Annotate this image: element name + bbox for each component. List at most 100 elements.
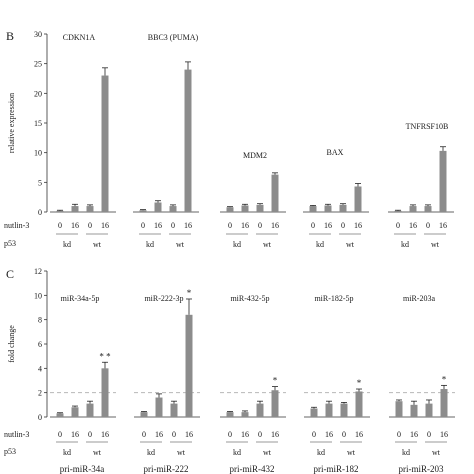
bar-x-label: 16 xyxy=(409,221,417,230)
bar xyxy=(169,206,177,212)
bar-x-label: 0 xyxy=(228,430,232,439)
bar-x-label: 0 xyxy=(427,430,431,439)
group-title: TNFRSF10B xyxy=(406,122,449,131)
significance-marker: * * xyxy=(99,351,111,361)
row-label-treatment: nutlin-3 xyxy=(4,430,29,439)
bar-x-label: 0 xyxy=(311,221,315,230)
group-title: BAX xyxy=(327,148,344,157)
bar-x-label: 16 xyxy=(324,221,332,230)
genotype-label: wt xyxy=(431,240,440,249)
panel-label: C xyxy=(6,267,14,281)
bar xyxy=(339,204,347,212)
bar-x-label: 16 xyxy=(241,221,249,230)
genotype-label: kd xyxy=(63,240,71,249)
bar xyxy=(409,206,417,212)
bar xyxy=(354,186,362,212)
bar xyxy=(440,389,448,417)
footer-label: pri-miR-34a xyxy=(60,464,105,474)
panel-c: C 0 2 4 6 8 10 12 fold change nutlin-3 p53 miR-34a-… xyxy=(4,267,455,474)
bar-x-label: 0 xyxy=(228,221,232,230)
genotype-label: kd xyxy=(317,448,325,457)
bar xyxy=(155,397,163,417)
bar-x-label: 16 xyxy=(155,430,163,439)
row-label-genotype: p53 xyxy=(4,447,16,456)
genotype-label: wt xyxy=(177,448,186,457)
bar-x-label: 16 xyxy=(271,221,279,230)
significance-marker: * xyxy=(187,288,192,298)
genotype-label: wt xyxy=(346,240,355,249)
bar-x-label: 16 xyxy=(325,430,333,439)
bar xyxy=(101,75,109,213)
panel-label: B xyxy=(6,29,14,43)
group-title: miR-203a xyxy=(403,294,435,303)
bar xyxy=(355,391,363,417)
y-tick-label: 0 xyxy=(38,413,42,422)
group-title: BBC3 (PUMA) xyxy=(148,33,199,42)
bar-x-label: 0 xyxy=(58,430,62,439)
bar xyxy=(71,407,79,417)
bar xyxy=(309,206,317,212)
bar xyxy=(86,206,94,212)
bar-x-label: 16 xyxy=(185,430,193,439)
footer-label: pri-miR-182 xyxy=(314,464,359,474)
bar xyxy=(394,210,402,212)
bar-x-label: 16 xyxy=(101,221,109,230)
y-tick-label: 15 xyxy=(34,119,42,128)
y-tick-label: 5 xyxy=(38,178,42,187)
bar-x-label: 0 xyxy=(312,430,316,439)
y-tick-label: 12 xyxy=(34,267,42,276)
bar xyxy=(395,401,403,417)
bar xyxy=(241,412,249,417)
bar xyxy=(226,207,234,212)
bar xyxy=(256,403,264,417)
bar-x-label: 16 xyxy=(71,430,79,439)
y-tick-label: 10 xyxy=(34,149,42,158)
bar-x-label: 0 xyxy=(58,221,62,230)
genotype-label: wt xyxy=(432,448,441,457)
bar xyxy=(324,205,332,212)
y-tick-label: 0 xyxy=(38,208,42,217)
bar-x-label: 0 xyxy=(88,430,92,439)
bar xyxy=(140,412,148,417)
genotype-label: wt xyxy=(263,240,272,249)
genotype-label: wt xyxy=(263,448,272,457)
bar-x-label: 0 xyxy=(342,430,346,439)
y-tick-label: 30 xyxy=(34,30,42,39)
bar xyxy=(410,404,418,417)
bar xyxy=(139,210,147,212)
genotype-label: kd xyxy=(401,240,409,249)
group-title: miR-34a-5p xyxy=(61,294,100,303)
bar-x-label: 0 xyxy=(88,221,92,230)
bar xyxy=(271,174,279,212)
panel-b: B 0 5 10 15 20 25 30 relative expression nutlin-3… xyxy=(4,29,454,249)
y-tick-label: 10 xyxy=(34,291,42,300)
bar-x-label: 0 xyxy=(396,221,400,230)
bar-x-label: 0 xyxy=(171,221,175,230)
group-title: CDKN1A xyxy=(63,33,96,42)
genotype-label: kd xyxy=(402,448,410,457)
bar-x-label: 0 xyxy=(142,430,146,439)
footer-label: pri-miR-222 xyxy=(144,464,189,474)
footer-label: pri-miR-432 xyxy=(230,464,275,474)
bar-x-label: 0 xyxy=(426,221,430,230)
bar xyxy=(325,403,333,417)
y-axis-title: fold change xyxy=(7,325,16,363)
bar xyxy=(310,408,318,417)
significance-marker: * xyxy=(357,378,362,388)
bar-x-label: 0 xyxy=(258,430,262,439)
genotype-label: wt xyxy=(93,448,102,457)
genotype-label: kd xyxy=(146,240,154,249)
bar xyxy=(340,403,348,417)
bar-x-label: 0 xyxy=(172,430,176,439)
row-label-genotype: p53 xyxy=(4,239,16,248)
footer-label: pri-miR-203 xyxy=(399,464,444,474)
genotype-label: wt xyxy=(347,448,356,457)
bar xyxy=(256,204,264,212)
row-label-treatment: nutlin-3 xyxy=(4,221,29,230)
significance-marker: * xyxy=(442,374,447,384)
bar-x-label: 16 xyxy=(439,221,447,230)
y-tick-label: 4 xyxy=(38,364,42,373)
bar-x-label: 0 xyxy=(341,221,345,230)
bar xyxy=(241,205,249,212)
